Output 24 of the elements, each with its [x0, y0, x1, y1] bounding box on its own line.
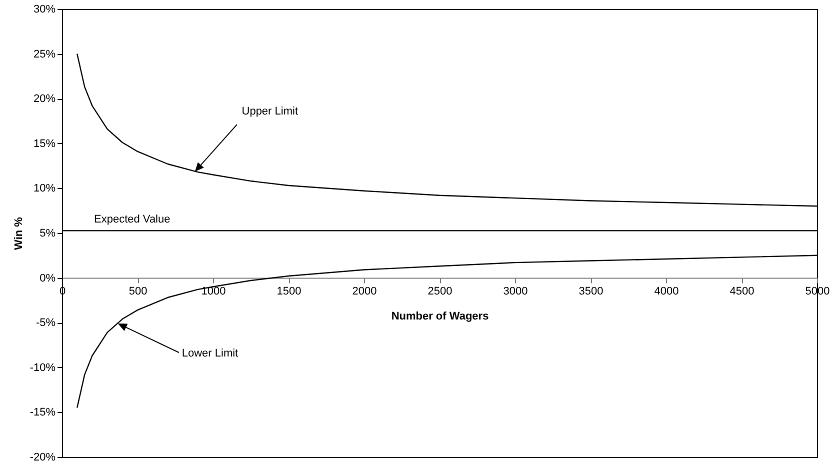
- y-tick-label: 20%: [33, 93, 56, 106]
- x-tick-label: 4000: [654, 285, 679, 298]
- x-tick-label: 2000: [352, 285, 377, 298]
- y-tick-label: 15%: [33, 138, 56, 150]
- y-axis-title: Win %: [12, 216, 25, 250]
- y-tick-label: 10%: [33, 182, 56, 195]
- y-tick-label: -10%: [30, 362, 56, 374]
- y-tick-label: 5%: [40, 228, 56, 240]
- y-tick-label: 30%: [33, 4, 56, 16]
- annotation: Upper Limit: [242, 106, 298, 118]
- y-tick-label: 0%: [40, 272, 56, 284]
- x-tick-label: 500: [128, 285, 148, 298]
- y-tick-label: -15%: [30, 406, 56, 419]
- y-tick-label: -20%: [30, 452, 56, 464]
- x-tick-label: 4500: [730, 285, 754, 298]
- ref-line-label: Expected Value: [94, 214, 170, 226]
- y-tick-label: 25%: [33, 48, 56, 60]
- y-tick-label: -5%: [36, 317, 56, 330]
- x-tick-label: 3500: [578, 285, 604, 298]
- x-tick-label: 3000: [503, 285, 528, 298]
- annotation: Lower Limit: [182, 347, 238, 360]
- x-tick-label: 1500: [276, 285, 302, 298]
- x-tick-label: 2500: [428, 285, 452, 298]
- x-axis-title: Number of Wagers: [391, 310, 489, 322]
